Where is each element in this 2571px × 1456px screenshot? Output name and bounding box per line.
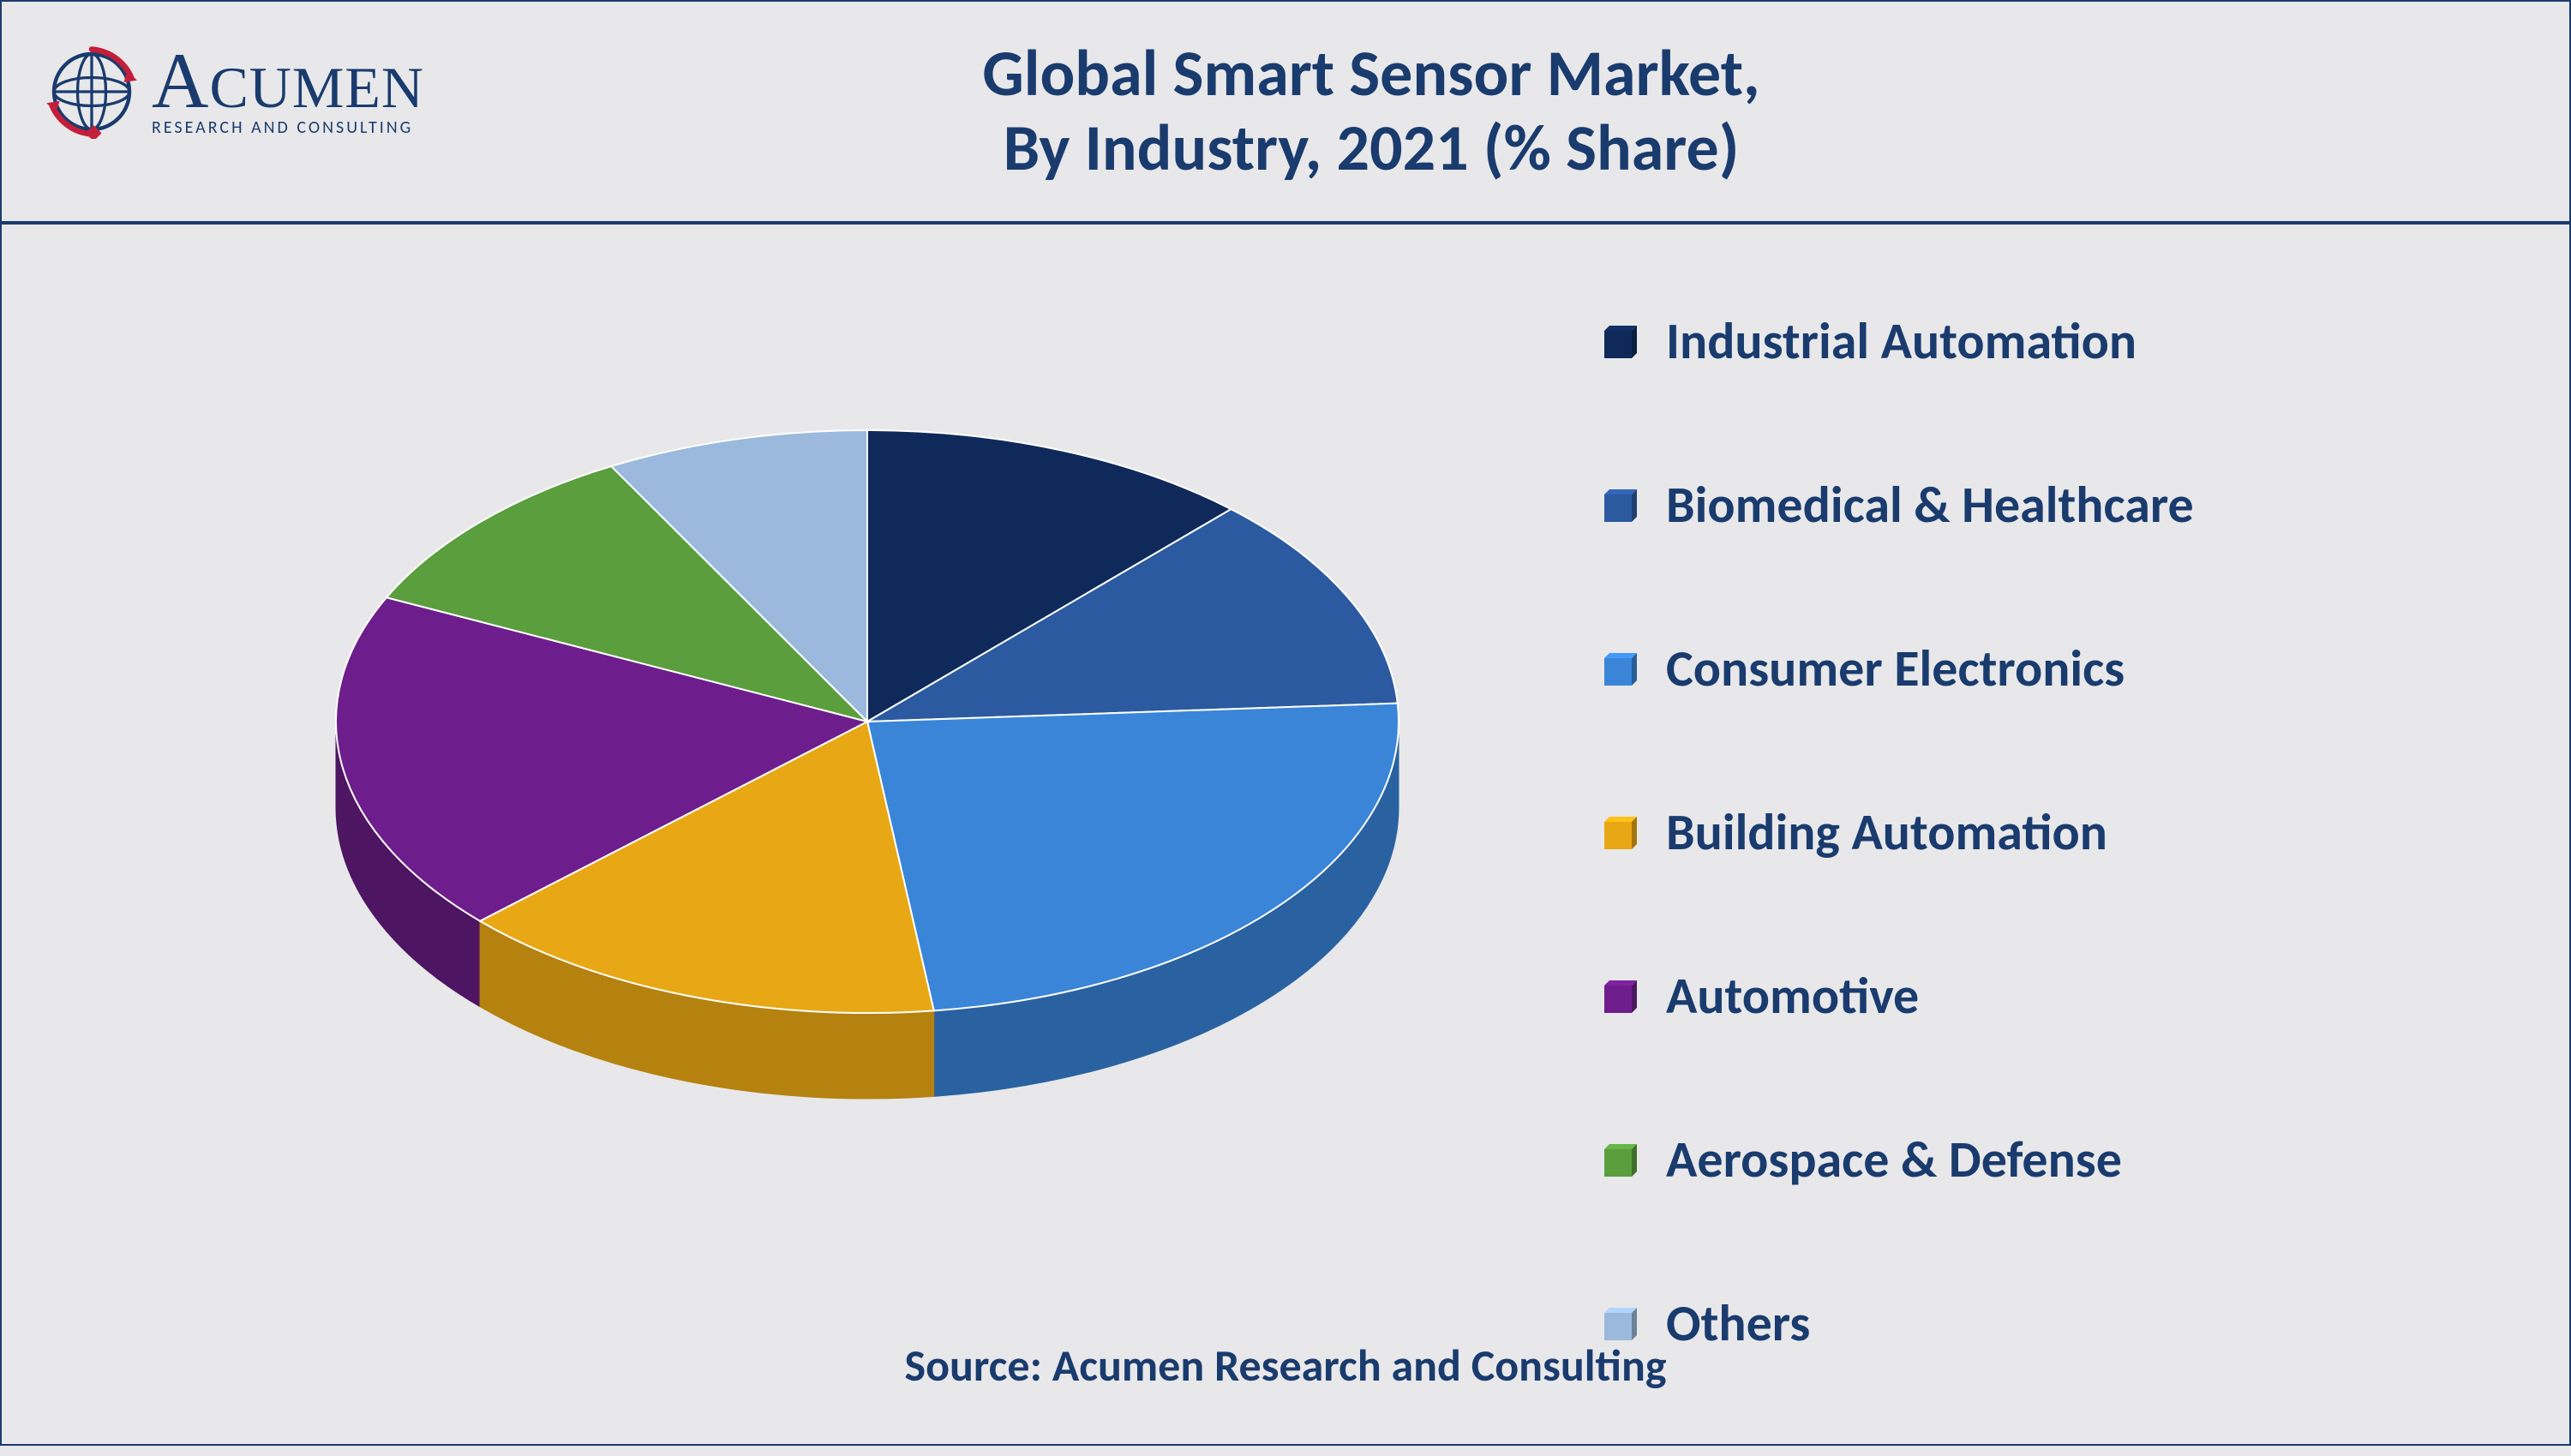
legend-marker-icon [1601,813,1640,853]
legend-marker-icon [1601,322,1640,362]
logo-company-rest: CUMEN [209,55,424,120]
legend-label: Automotive [1666,965,1919,1028]
legend-item: Aerospace & Defense [1601,1129,2458,1191]
legend-item: Building Automation [1601,801,2458,864]
legend: Industrial Automation Biomedical & Healt… [1601,310,2458,1456]
legend-label: Building Automation [1666,801,2107,864]
legend-label: Aerospace & Defense [1666,1129,2122,1191]
pie-slice [867,704,1399,1011]
legend-marker-icon [1601,977,1640,1016]
chart-content: Industrial Automation Biomedical & Healt… [19,242,2552,1427]
logo-tagline: RESEARCH AND CONSULTING [152,117,424,138]
legend-item: Industrial Automation [1601,310,2458,373]
header: ACUMEN RESEARCH AND CONSULTING Global Sm… [2,2,2569,225]
pie-chart [302,379,1433,1150]
legend-marker-icon [1601,1141,1640,1180]
legend-label: Biomedical & Healthcare [1666,474,2194,536]
legend-item: Consumer Electronics [1601,638,2458,700]
logo-text: ACUMEN RESEARCH AND CONSULTING [152,45,424,139]
legend-label: Consumer Electronics [1666,638,2125,700]
legend-item: Biomedical & Healthcare [1601,474,2458,536]
legend-marker-icon [1601,486,1640,525]
company-logo: ACUMEN RESEARCH AND CONSULTING [45,45,424,139]
title-line-1: Global Smart Sensor Market, [173,37,2569,111]
title-line-2: By Industry, 2021 (% Share) [173,111,2569,186]
legend-label: Industrial Automation [1666,310,2137,373]
source-attribution: Source: Acumen Research and Consulting [19,1338,2552,1393]
legend-marker-icon [1601,650,1640,689]
logo-company-name: ACUMEN [152,45,424,117]
globe-icon [45,45,139,139]
legend-item: Automotive [1601,965,2458,1028]
